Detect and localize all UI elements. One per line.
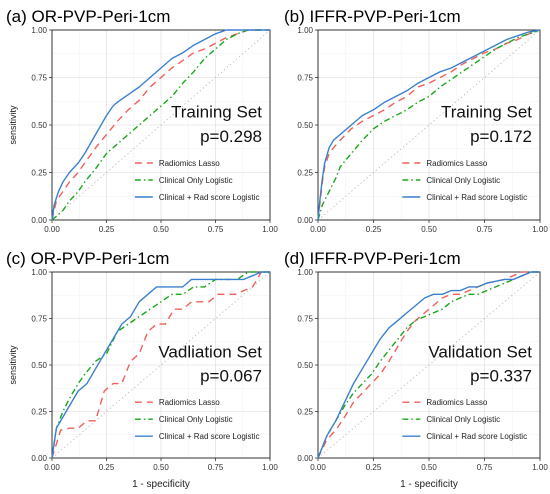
y-tick-label: 0.75 bbox=[31, 74, 47, 83]
y-tick-label: 0.50 bbox=[297, 121, 313, 130]
legend-entry-3: Clinical + Rad score Logistic bbox=[426, 432, 527, 441]
p-value-label: p=0.172 bbox=[470, 127, 532, 146]
x-tick-label: 0.00 bbox=[44, 463, 60, 472]
panel-title-text: IFFR-PVP-Peri-1cm bbox=[310, 7, 461, 26]
panel-title-text: IFFR-PVP-Peri-1cm bbox=[310, 249, 461, 268]
series-line-1 bbox=[317, 29, 541, 221]
y-tick-label: 0.00 bbox=[31, 454, 47, 463]
legend-entry-1: Radiomics Lasso bbox=[159, 398, 220, 407]
panel-label: (c) bbox=[6, 249, 26, 268]
y-tick-label: 0.25 bbox=[31, 169, 47, 178]
y-tick-label: 0.50 bbox=[31, 121, 47, 130]
y-tick-label: 0.00 bbox=[297, 454, 313, 463]
series-line-2 bbox=[317, 271, 540, 459]
panel-title-text: OR-PVP-Peri-1cm bbox=[32, 7, 171, 26]
series-line-3 bbox=[317, 271, 540, 459]
x-axis-label: 1 - specificity bbox=[400, 479, 458, 490]
panel-title: (b) IFFR-PVP-Peri-1cm bbox=[284, 7, 461, 26]
panel-label: (b) bbox=[284, 7, 305, 26]
y-tick-label: 0.25 bbox=[31, 408, 47, 417]
legend-entry-2: Clinical Only Logistic bbox=[159, 415, 233, 424]
roc-panel-c: (c) OR-PVP-Peri-1cm 0.000.00 0.25 0.25 0.50 0… bbox=[6, 249, 278, 490]
x-tick-label: 0.00 bbox=[44, 225, 60, 234]
legend-entry-3: Clinical + Rad score Logistic bbox=[159, 193, 260, 202]
reference-diagonal bbox=[51, 29, 271, 221]
y-tick-label: 0.00 bbox=[297, 216, 313, 225]
x-tick-label: 1.00 bbox=[262, 463, 278, 472]
y-axis-label: sensitivity bbox=[8, 345, 18, 385]
x-tick-label: 0.75 bbox=[208, 463, 224, 472]
y-tick-label: 0.75 bbox=[31, 315, 47, 324]
x-tick-label: 0.25 bbox=[99, 225, 115, 234]
x-tick-label: 0.25 bbox=[366, 463, 382, 472]
reference-diagonal bbox=[317, 29, 541, 221]
y-tick-label: 0.50 bbox=[31, 361, 47, 370]
x-tick-label: 0.00 bbox=[310, 225, 326, 234]
legend-entry-2: Clinical Only Logistic bbox=[426, 176, 500, 185]
p-value-label: p=0.337 bbox=[470, 367, 532, 386]
p-value-label: p=0.067 bbox=[200, 367, 262, 386]
x-axis-label: 1 - specificity bbox=[132, 479, 190, 490]
series-line-3 bbox=[51, 271, 270, 459]
legend-entry-1: Radiomics Lasso bbox=[159, 159, 220, 168]
legend-entry-2: Clinical Only Logistic bbox=[159, 176, 233, 185]
panel-title-text: OR-PVP-Peri-1cm bbox=[31, 249, 170, 268]
reference-diagonal bbox=[317, 271, 541, 459]
y-tick-label: 0.00 bbox=[31, 216, 47, 225]
x-tick-label: 1.00 bbox=[532, 463, 548, 472]
x-tick-label: 0.50 bbox=[421, 463, 437, 472]
legend-entry-2: Clinical Only Logistic bbox=[426, 415, 500, 424]
roc-panel-d: (d) IFFR-PVP-Peri-1cm 0.000.00 0.25 0.25 0.5… bbox=[284, 249, 548, 490]
y-tick-label: 0.75 bbox=[297, 74, 313, 83]
set-label: Training Set bbox=[171, 102, 262, 121]
panel-title: (d) IFFR-PVP-Peri-1cm bbox=[284, 249, 461, 268]
legend-entry-1: Radiomics Lasso bbox=[426, 398, 487, 407]
x-tick-label: 1.00 bbox=[532, 225, 548, 234]
roc-panel-a: (a) OR-PVP-Peri-1cm 0.000.00 0.25 0.25 0.50 0… bbox=[6, 7, 278, 234]
p-value-label: p=0.298 bbox=[200, 127, 262, 146]
y-tick-label: 0.25 bbox=[297, 408, 313, 417]
x-tick-label: 0.75 bbox=[208, 225, 224, 234]
series-line-2 bbox=[51, 29, 270, 221]
x-tick-label: 1.00 bbox=[262, 225, 278, 234]
y-tick-label: 1.00 bbox=[297, 268, 313, 277]
y-tick-label: 1.00 bbox=[31, 268, 47, 277]
series-line-1 bbox=[51, 271, 270, 459]
series-line-1 bbox=[51, 29, 270, 221]
panel-title: (c) OR-PVP-Peri-1cm bbox=[6, 249, 169, 268]
y-axis-label: sensitivity bbox=[8, 105, 18, 145]
series-line-2 bbox=[317, 29, 541, 221]
set-label: Training Set bbox=[441, 102, 532, 121]
x-tick-label: 0.75 bbox=[477, 225, 493, 234]
x-tick-label: 0.75 bbox=[477, 463, 493, 472]
x-tick-label: 0.50 bbox=[421, 225, 437, 234]
series-line-3 bbox=[51, 29, 270, 221]
set-label: Vadliation Set bbox=[158, 343, 262, 362]
panel-label: (a) bbox=[6, 7, 27, 26]
x-tick-label: 0.00 bbox=[310, 463, 326, 472]
y-tick-label: 1.00 bbox=[297, 26, 313, 35]
legend-entry-3: Clinical + Rad score Logistic bbox=[159, 432, 260, 441]
panel-label: (d) bbox=[284, 249, 305, 268]
set-label: Validation Set bbox=[428, 343, 532, 362]
panel-title: (a) OR-PVP-Peri-1cm bbox=[6, 7, 170, 26]
x-tick-label: 0.25 bbox=[99, 463, 115, 472]
legend-entry-3: Clinical + Rad score Logistic bbox=[426, 193, 527, 202]
series-line-3 bbox=[317, 29, 541, 221]
x-tick-label: 0.50 bbox=[153, 225, 169, 234]
y-tick-label: 1.00 bbox=[31, 26, 47, 35]
x-tick-label: 0.25 bbox=[366, 225, 382, 234]
legend-entry-1: Radiomics Lasso bbox=[426, 159, 487, 168]
x-tick-label: 0.50 bbox=[153, 463, 169, 472]
y-tick-label: 0.25 bbox=[297, 169, 313, 178]
y-tick-label: 0.50 bbox=[297, 361, 313, 370]
roc-panel-b: (b) IFFR-PVP-Peri-1cm 0.000.00 0.25 0.25 0.5… bbox=[284, 7, 548, 234]
y-tick-label: 0.75 bbox=[297, 315, 313, 324]
